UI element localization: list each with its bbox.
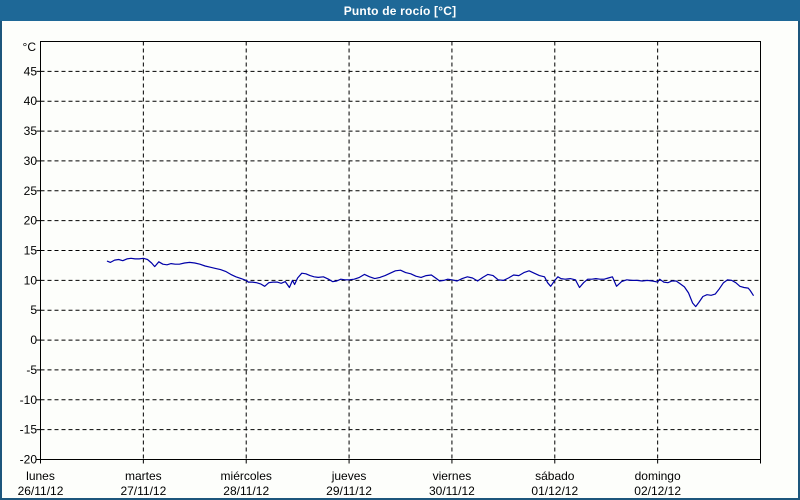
y-tick-label: 10: [24, 273, 38, 287]
y-tick-label: 40: [24, 94, 38, 108]
y-tick-label: 25: [24, 184, 38, 198]
day-name-label: jueves: [331, 469, 367, 483]
day-name-label: martes: [125, 469, 162, 483]
y-tick-label: 45: [24, 64, 38, 78]
y-tick-label: -15: [20, 423, 38, 437]
grid-lines: [40, 41, 761, 460]
axis-ticks: [36, 70, 761, 464]
day-date-label: 26/11/12: [18, 484, 64, 498]
y-tick-label: -20: [20, 453, 38, 467]
day-date-label: 02/12/12: [634, 484, 681, 498]
day-name-label: lunes: [26, 469, 55, 483]
day-date-label: 28/11/12: [223, 484, 269, 498]
y-tick-label: 35: [24, 124, 38, 138]
y-tick-label: 0: [30, 333, 37, 347]
y-axis-unit-label: °C: [23, 40, 37, 54]
day-name-label: domingo: [635, 469, 681, 483]
chart-title-bar: Punto de rocío [°C]: [0, 0, 800, 21]
chart-title: Punto de rocío [°C]: [343, 3, 457, 18]
day-name-label: viernes: [433, 469, 472, 483]
y-tick-label: 30: [24, 154, 38, 168]
dewpoint-series-line: [106, 257, 754, 308]
y-tick-label: -10: [20, 393, 38, 407]
day-date-label: 27/11/12: [120, 484, 166, 498]
y-tick-label: 5: [30, 303, 37, 317]
day-date-label: 29/11/12: [326, 484, 372, 498]
day-name-label: sábado: [535, 469, 575, 483]
y-tick-label: -5: [26, 363, 37, 377]
y-axis-labels: °C 45 40 35 30 25 20 15 10 5 0 -5 -10 -15 -20: [20, 40, 38, 467]
day-date-label: 01/12/12: [531, 484, 578, 498]
day-date-label: 30/11/12: [429, 484, 475, 498]
day-name-label: miércoles: [221, 469, 272, 483]
y-tick-label: 15: [24, 244, 38, 258]
y-tick-label: 20: [24, 214, 38, 228]
